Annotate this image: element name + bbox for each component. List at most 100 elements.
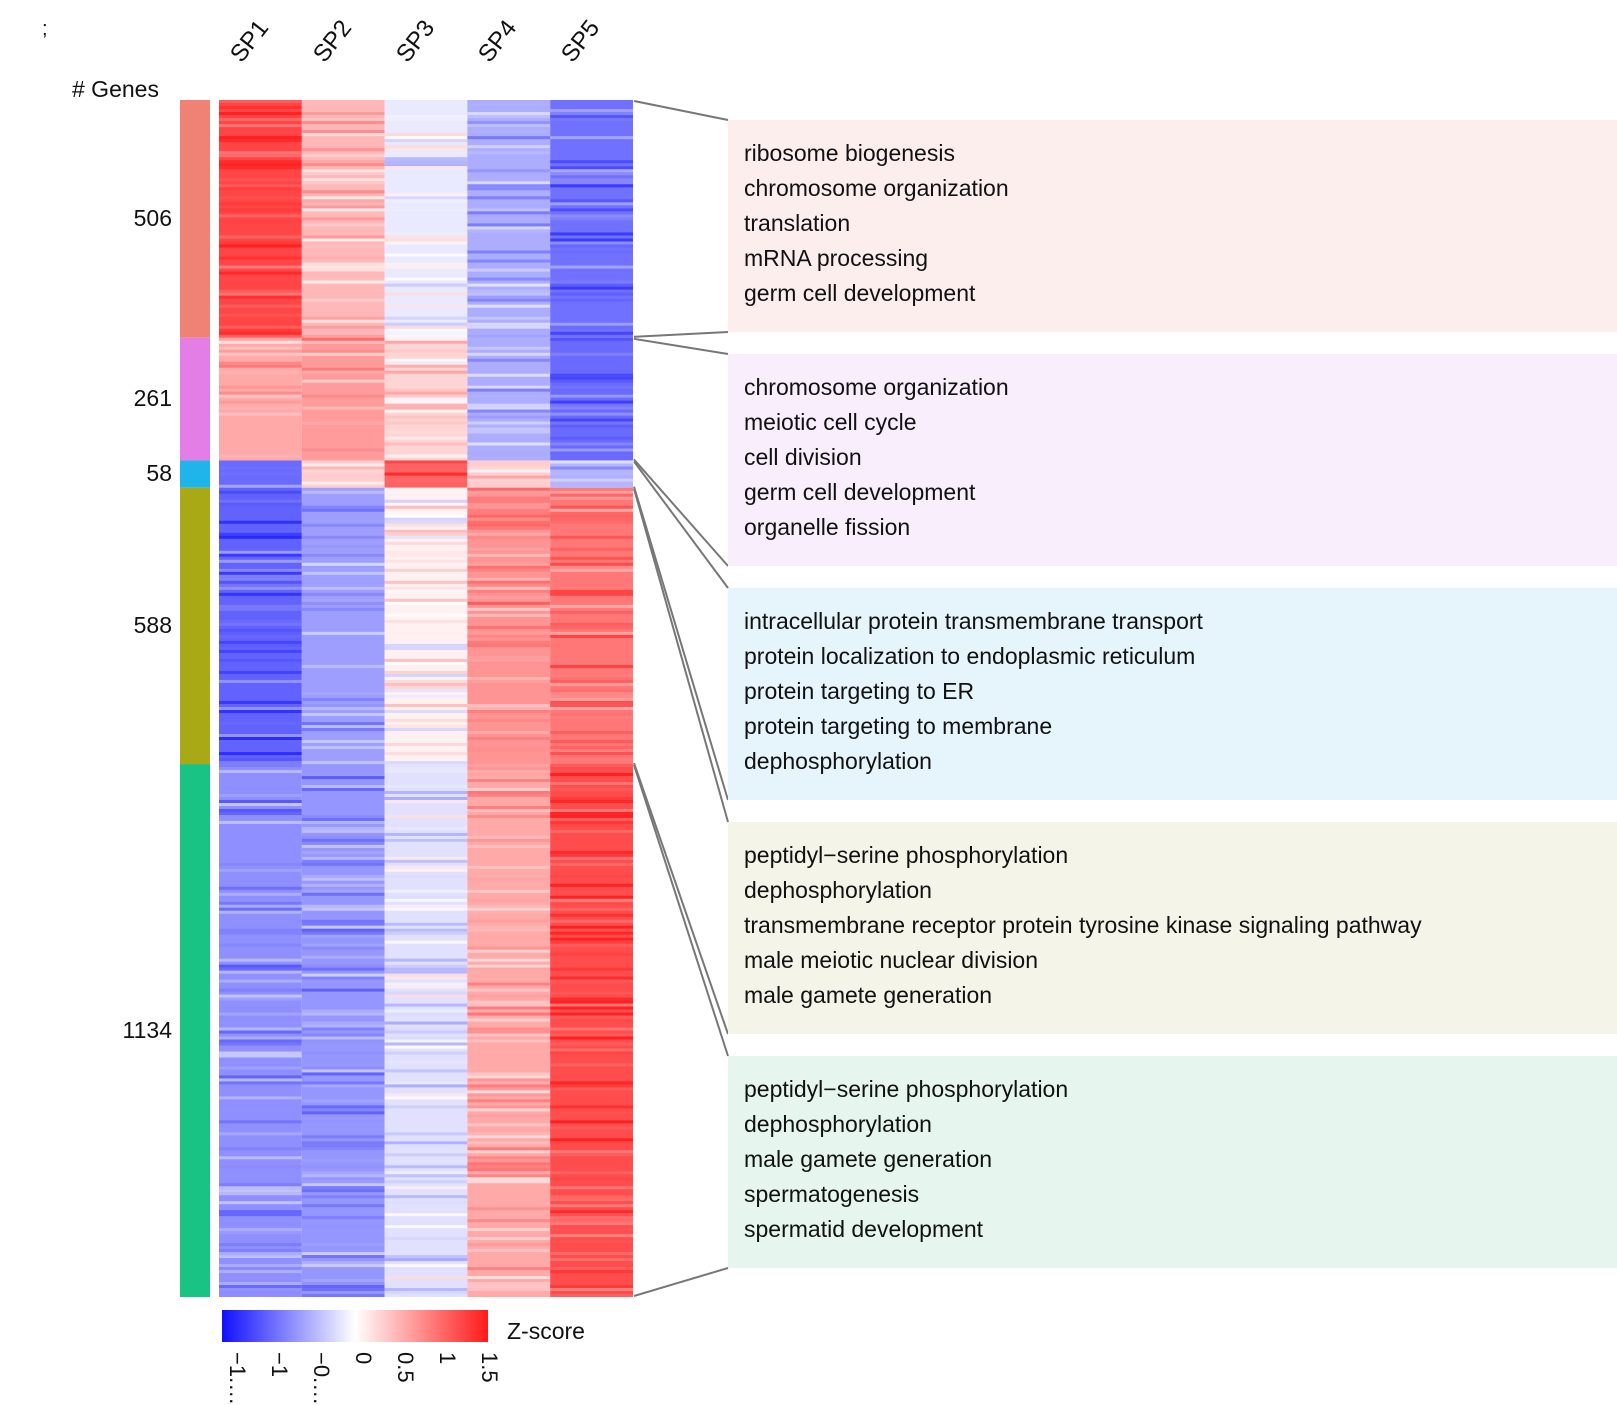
heatmap-stripe	[384, 1174, 468, 1178]
heatmap-stripe	[384, 1264, 468, 1268]
heatmap-stripe	[219, 1276, 302, 1280]
heatmap-stripe	[550, 1198, 633, 1202]
heatmap-stripe	[301, 1180, 385, 1184]
heatmap-stripe	[384, 292, 468, 296]
heatmap-stripe	[467, 643, 551, 647]
heatmap-stripe	[301, 979, 385, 983]
heatmap-stripe	[384, 838, 468, 842]
heatmap-stripe	[467, 1066, 551, 1070]
heatmap-stripe	[467, 607, 551, 611]
cluster-color-bar	[180, 100, 210, 338]
heatmap-cell	[467, 100, 551, 338]
heatmap-stripe	[219, 931, 302, 935]
heatmap-stripe	[384, 767, 468, 771]
heatmap-stripe	[384, 1141, 468, 1145]
heatmap-stripe	[384, 613, 468, 617]
heatmap-stripe	[550, 823, 633, 827]
heatmap-stripe	[384, 208, 468, 212]
heatmap-stripe	[384, 1039, 468, 1043]
heatmap-stripe	[550, 907, 633, 911]
heatmap-stripe	[550, 625, 633, 629]
colorbar-tick: 1.5	[477, 1352, 502, 1383]
heatmap-stripe	[467, 226, 551, 230]
heatmap-stripe	[301, 1189, 385, 1193]
heatmap-stripe	[384, 559, 468, 563]
heatmap-stripe	[384, 436, 468, 440]
heatmap-stripe	[550, 1267, 633, 1271]
heatmap-stripe	[219, 184, 302, 188]
heatmap-stripe	[219, 1051, 302, 1055]
heatmap-stripe	[384, 1093, 468, 1097]
heatmap-stripe	[301, 349, 385, 353]
heatmap-stripe	[550, 700, 633, 704]
heatmap-stripe	[384, 193, 468, 197]
heatmap-stripe	[550, 1285, 633, 1289]
heatmap-stripe	[550, 773, 633, 777]
heatmap-stripe	[384, 1105, 468, 1109]
heatmap-stripe	[467, 466, 551, 470]
heatmap-stripe	[550, 325, 633, 329]
heatmap-stripe	[219, 770, 302, 774]
heatmap-stripe	[467, 838, 551, 842]
heatmap-stripe	[467, 865, 551, 869]
heatmap-stripe	[384, 958, 468, 962]
heatmap-stripe	[467, 451, 551, 455]
heatmap-stripe	[219, 758, 302, 762]
heatmap-stripe	[301, 1288, 385, 1292]
heatmap-stripe	[219, 385, 302, 389]
go-term: male gamete generation	[744, 982, 993, 1008]
heatmap-stripe	[550, 1063, 633, 1067]
heatmap-stripe	[550, 925, 633, 929]
heatmap-stripe	[219, 325, 302, 329]
go-term: germ cell development	[744, 280, 976, 306]
heatmap-stripe	[550, 178, 633, 182]
heatmap-stripe	[384, 454, 468, 458]
heatmap-stripe	[219, 661, 302, 665]
heatmap-stripe	[219, 406, 302, 410]
heatmap-stripe	[301, 454, 385, 458]
heatmap-stripe	[301, 904, 385, 908]
heatmap-stripe	[550, 1003, 633, 1007]
heatmap-stripe	[467, 403, 551, 407]
heatmap-stripe	[384, 277, 468, 281]
heatmap-stripe	[301, 1027, 385, 1031]
heatmap-stripe	[384, 529, 468, 533]
go-term: peptidyl−serine phosphorylation	[744, 1076, 1069, 1102]
heatmap-stripe	[384, 532, 468, 536]
heatmap-stripe	[219, 454, 302, 458]
heatmap-stripe	[550, 478, 633, 482]
heatmap-stripe	[301, 379, 385, 383]
heatmap-stripe	[384, 160, 468, 164]
heatmap-stripe	[550, 991, 633, 995]
heatmap-stripe	[301, 367, 385, 371]
heatmap-stripe	[467, 145, 551, 149]
heatmap-stripe	[384, 646, 468, 650]
heatmap-stripe	[550, 782, 633, 786]
heatmap-stripe	[550, 712, 633, 717]
heatmap-stripe	[384, 472, 468, 476]
heatmap-stripe	[384, 586, 468, 590]
heatmap-stripe	[301, 571, 385, 575]
heatmap-stripe	[384, 832, 468, 836]
heatmap-stripe	[550, 1153, 633, 1157]
heatmap-stripe	[384, 235, 468, 239]
heatmap-stripe	[301, 973, 385, 977]
heatmap-stripe	[219, 520, 302, 524]
heatmap-stripe	[467, 181, 551, 185]
heatmap-stripe	[467, 589, 551, 593]
heatmap-stripe	[467, 958, 551, 962]
heatmap-stripe	[384, 334, 468, 338]
go-term: ribosome biogenesis	[744, 140, 955, 166]
heatmap-stripe	[550, 694, 633, 698]
heatmap-stripe	[301, 217, 385, 221]
heatmap-stripe	[467, 898, 551, 902]
heatmap-stripe	[384, 1237, 468, 1241]
heatmap-stripe	[219, 586, 302, 590]
heatmap-stripe	[219, 1255, 302, 1259]
heatmap-stripe	[301, 1084, 385, 1088]
heatmap-stripe	[467, 791, 551, 795]
heatmap-stripe	[550, 607, 633, 611]
go-term: organelle fission	[744, 514, 911, 540]
connector-line	[633, 764, 729, 1057]
heatmap-stripe	[301, 829, 385, 833]
